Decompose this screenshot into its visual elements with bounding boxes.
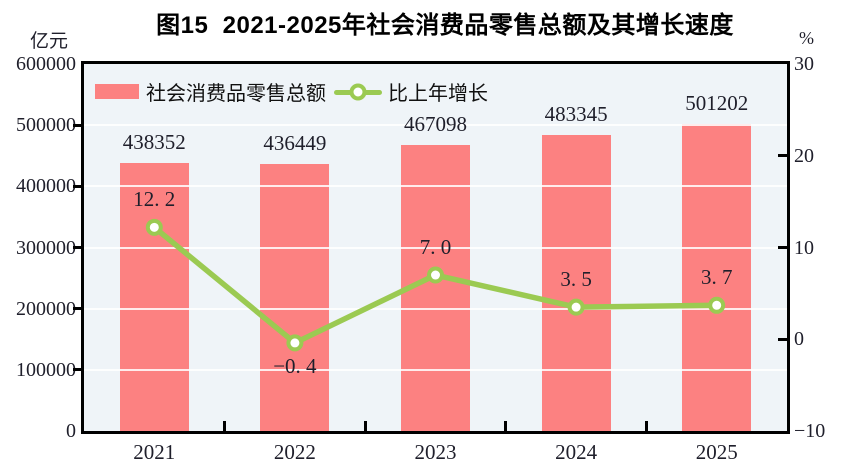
grid-line — [84, 124, 787, 127]
right-axis-label-10: 10 — [794, 236, 814, 259]
right-axis-label-0: 0 — [794, 328, 804, 351]
bar-2025 — [682, 124, 752, 431]
x-axis-tick — [504, 421, 508, 431]
bar-value-label-2024: 483345 — [544, 102, 608, 127]
right-axis-label-20: 20 — [794, 144, 814, 167]
line-marker-2025 — [708, 296, 726, 314]
x-axis-label-2023: 2023 — [414, 440, 457, 464]
right-axis-tick — [778, 337, 787, 341]
x-axis-tick — [644, 421, 648, 431]
left-axis-label-400000: 400000 — [16, 175, 76, 198]
right-axis-unit: % — [799, 28, 814, 48]
left-axis-tick — [73, 184, 83, 188]
growth-line-chart — [145, 218, 726, 352]
legend-line-dot — [349, 83, 367, 100]
line-value-label-2022: −0. 4 — [273, 353, 317, 378]
right-axis-label-−10: −10 — [794, 420, 826, 442]
grid-line — [84, 307, 787, 310]
right-axis-label-30: 30 — [794, 53, 814, 75]
left-axis-label-100000: 100000 — [16, 358, 76, 381]
left-axis-tick — [73, 246, 83, 249]
left-axis-label-0: 0 — [66, 420, 76, 442]
line-marker-2022 — [286, 334, 304, 352]
x-axis-label-2022: 2022 — [273, 440, 316, 464]
left-axis-tick — [73, 368, 83, 372]
line-marker-2024 — [567, 298, 585, 316]
bar-2021 — [119, 162, 189, 431]
x-axis-tick — [363, 421, 367, 431]
line-value-label-2021: 12. 2 — [133, 187, 176, 212]
bar-2022 — [260, 164, 330, 431]
line-value-label-2025: 3. 7 — [700, 265, 733, 290]
left-axis-unit: 亿元 — [30, 31, 69, 52]
line-marker-2021 — [145, 218, 163, 236]
bar-value-label-2025: 501202 — [685, 91, 749, 116]
line-value-label-2023: 7. 0 — [419, 235, 452, 260]
right-axis-tick — [778, 154, 787, 158]
line-marker-2023 — [427, 266, 444, 284]
bar-value-label-2022: 436449 — [263, 131, 327, 156]
x-axis-tick — [223, 421, 227, 431]
legend-line-marker-icon — [334, 83, 382, 101]
left-axis-label-500000: 500000 — [16, 114, 76, 137]
right-axis-tick — [778, 246, 787, 249]
legend-bar-swatch-icon — [95, 84, 139, 99]
grid-line — [84, 246, 787, 249]
left-axis-tick — [73, 123, 83, 127]
x-axis-label-2025: 2025 — [695, 440, 738, 464]
bar-value-label-2023: 467098 — [404, 112, 467, 137]
bar-value-label-2021: 438352 — [122, 129, 186, 154]
left-axis-tick — [73, 307, 83, 311]
chart-title: 图15 2021-2025年社会消费品零售总额及其增长速度 — [156, 12, 734, 39]
bar-2024 — [541, 135, 611, 431]
legend-bar-label: 社会消费品零售总额 — [146, 83, 326, 105]
line-value-label-2024: 3. 5 — [560, 267, 592, 292]
grid-line — [84, 185, 787, 188]
plot-area: 社会消费品零售总额 比上年增长 438352 436449 467098 483345… — [84, 64, 787, 431]
x-axis-label-2024: 2024 — [555, 440, 598, 464]
left-axis-label-200000: 200000 — [16, 297, 76, 320]
grid-line — [84, 368, 787, 371]
left-axis-label-300000: 300000 — [16, 236, 76, 259]
legend: 社会消费品零售总额 比上年增长 — [95, 77, 488, 106]
legend-line-label: 比上年增长 — [388, 83, 488, 105]
x-axis-label-2021: 2021 — [133, 440, 176, 464]
left-axis-label-600000: 600000 — [16, 53, 76, 75]
